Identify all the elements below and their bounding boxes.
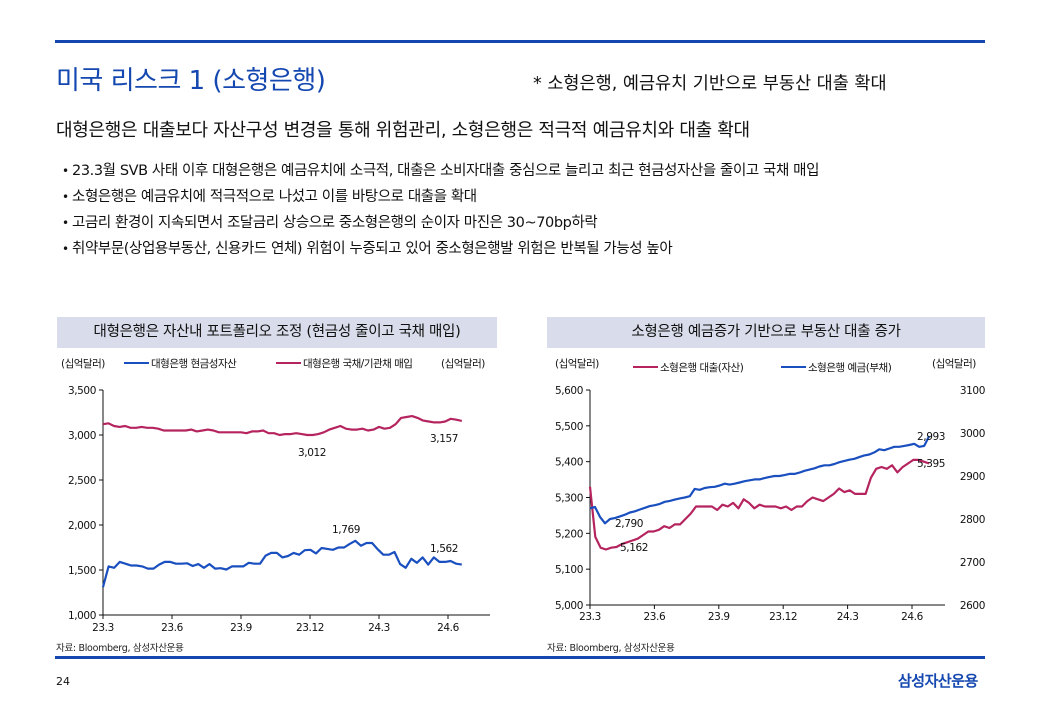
chart1-series-cash-assets <box>101 539 462 588</box>
chart2-source: 자료: Bloomberg, 삼성자산운용 <box>547 643 675 654</box>
chart1-right-unit: (십억달러) <box>441 358 485 370</box>
chart2-label-5395: 5,395 <box>917 458 945 470</box>
bullet-text: 소형은행은 예금유치에 적극적으로 나섰고 이를 바탕으로 대출을 확대 <box>72 189 477 205</box>
chart2-y-tick-label: 5,100 <box>555 564 583 576</box>
chart2-y-tick-label: 5,300 <box>555 493 583 505</box>
chart2-x-tick-label: 23.6 <box>644 611 666 623</box>
chart2-label-2993: 2,993 <box>917 431 945 443</box>
chart2-y-tick-label: 5,400 <box>555 457 583 469</box>
bullet-text: 취약부문(상업용부동산, 신용카드 연체) 위험이 누증되고 있어 중소형은행발… <box>72 241 673 257</box>
chart1-series-treasury <box>102 415 463 437</box>
chart1-y-tick-label: 3,500 <box>68 385 96 397</box>
chart1-label-1562: 1,562 <box>430 543 458 555</box>
chart2-left-unit: (십억달러) <box>555 358 599 370</box>
chart1-legend-blue: 대형은행 현금성자산 <box>151 358 237 370</box>
chart1-x-tick-label: 23.9 <box>230 622 252 634</box>
chart2-label-2790: 2,790 <box>615 518 643 530</box>
chart1-y-tick-label: 1,000 <box>68 610 96 622</box>
top-accent-bar <box>55 40 985 43</box>
bullet-dot-icon: • <box>62 216 69 230</box>
chart2-y-tick-label: 5,000 <box>555 600 583 612</box>
chart2-y2-tick-label: 2800 <box>960 514 985 526</box>
page-number: 24 <box>56 675 70 688</box>
chart2-title: 소형은행 예금증가 기반으로 부동산 대출 증가 <box>547 317 985 348</box>
chart2-x-tick-label: 24.6 <box>901 611 923 623</box>
chart2-x-tick-label: 23.9 <box>708 611 730 623</box>
sub-note: * 소형은행, 예금유치 기반으로 부동산 대출 확대 <box>533 74 887 94</box>
chart2-y-tick-label: 5,500 <box>555 421 583 433</box>
bullet-item: • 23.3월 SVB 사태 이후 대형은행은 예금유치에 소극적, 대출은 소비… <box>62 160 819 186</box>
chart2-x-tick-label: 24.3 <box>837 611 859 623</box>
chart1-label-3157: 3,157 <box>430 433 458 445</box>
chart1-x-tick-label: 23.12 <box>296 622 324 634</box>
chart2-y-tick-label: 5,200 <box>555 528 583 540</box>
chart1-left-unit: (십억달러) <box>61 358 105 370</box>
chart2-y2-tick-label: 2900 <box>960 471 985 483</box>
bullet-dot-icon: • <box>62 242 69 256</box>
bottom-accent-bar <box>55 656 985 659</box>
chart1-label-3012: 3,012 <box>298 447 326 459</box>
bullet-dot-icon: • <box>62 164 69 178</box>
brand-logo: 삼성자산운용 <box>898 672 978 690</box>
chart2-y2-tick-label: 2600 <box>960 600 985 612</box>
chart2-y-tick-label: 5,600 <box>555 385 583 397</box>
chart2-legend-blue: 소형은행 예금(부채) <box>808 361 892 374</box>
chart1-label-1769: 1,769 <box>332 524 360 536</box>
chart1-x-tick-label: 24.6 <box>437 622 459 634</box>
chart2-y2-tick-label: 3100 <box>960 385 985 397</box>
chart1-x-tick-label: 23.6 <box>161 622 183 634</box>
bullet-item: • 고금리 환경이 지속되면서 조달금리 상승으로 중소형은행의 순이자 마진은 … <box>62 212 819 238</box>
chart2-y2-tick-label: 3000 <box>960 428 985 440</box>
chart1-title: 대형은행은 자산내 포트폴리오 조정 (현금성 줄이고 국채 매입) <box>57 317 497 348</box>
bullet-list: • 23.3월 SVB 사태 이후 대형은행은 예금유치에 소극적, 대출은 소비… <box>62 160 819 264</box>
chart2-label-5162: 5,162 <box>620 542 648 554</box>
chart1-y-tick-label: 2,000 <box>68 520 96 532</box>
page-title: 미국 리스크 1 (소형은행) <box>56 66 326 96</box>
chart2-x-tick-label: 23.12 <box>769 611 797 623</box>
chart1-legend-red: 대형은행 국채/기관채 매입 <box>303 357 412 370</box>
bullet-dot-icon: • <box>62 190 69 204</box>
chart1-y-tick-label: 2,500 <box>68 475 96 487</box>
bullet-item: • 취약부문(상업용부동산, 신용카드 연체) 위험이 누증되고 있어 중소형은행… <box>62 238 819 264</box>
chart2-legend-red: 소형은행 대출(자산) <box>660 362 744 374</box>
chart1-y-tick-label: 1,500 <box>68 565 96 577</box>
headline: 대형은행은 대출보다 자산구성 변경을 통해 위험관리, 소형은행은 적극적 예… <box>56 120 750 141</box>
chart2-x-tick-label: 23.3 <box>579 611 601 623</box>
bullet-text: 23.3월 SVB 사태 이후 대형은행은 예금유치에 소극적, 대출은 소비자… <box>72 163 820 179</box>
chart2-series-loans <box>588 458 930 551</box>
chart2-series-deposits <box>589 435 931 525</box>
chart1-y-tick-label: 3,000 <box>68 430 96 442</box>
chart1-x-tick-label: 24.3 <box>368 622 390 634</box>
chart2-right-unit: (십억달러) <box>932 358 976 370</box>
bullet-text: 고금리 환경이 지속되면서 조달금리 상승으로 중소형은행의 순이자 마진은 3… <box>72 215 598 231</box>
bullet-item: • 소형은행은 예금유치에 적극적으로 나섰고 이를 바탕으로 대출을 확대 <box>62 186 819 212</box>
chart2-y2-tick-label: 2700 <box>960 557 985 569</box>
chart1-x-tick-label: 23.3 <box>92 622 114 634</box>
chart1-source: 자료: Bloomberg, 삼성자산운용 <box>56 643 184 654</box>
